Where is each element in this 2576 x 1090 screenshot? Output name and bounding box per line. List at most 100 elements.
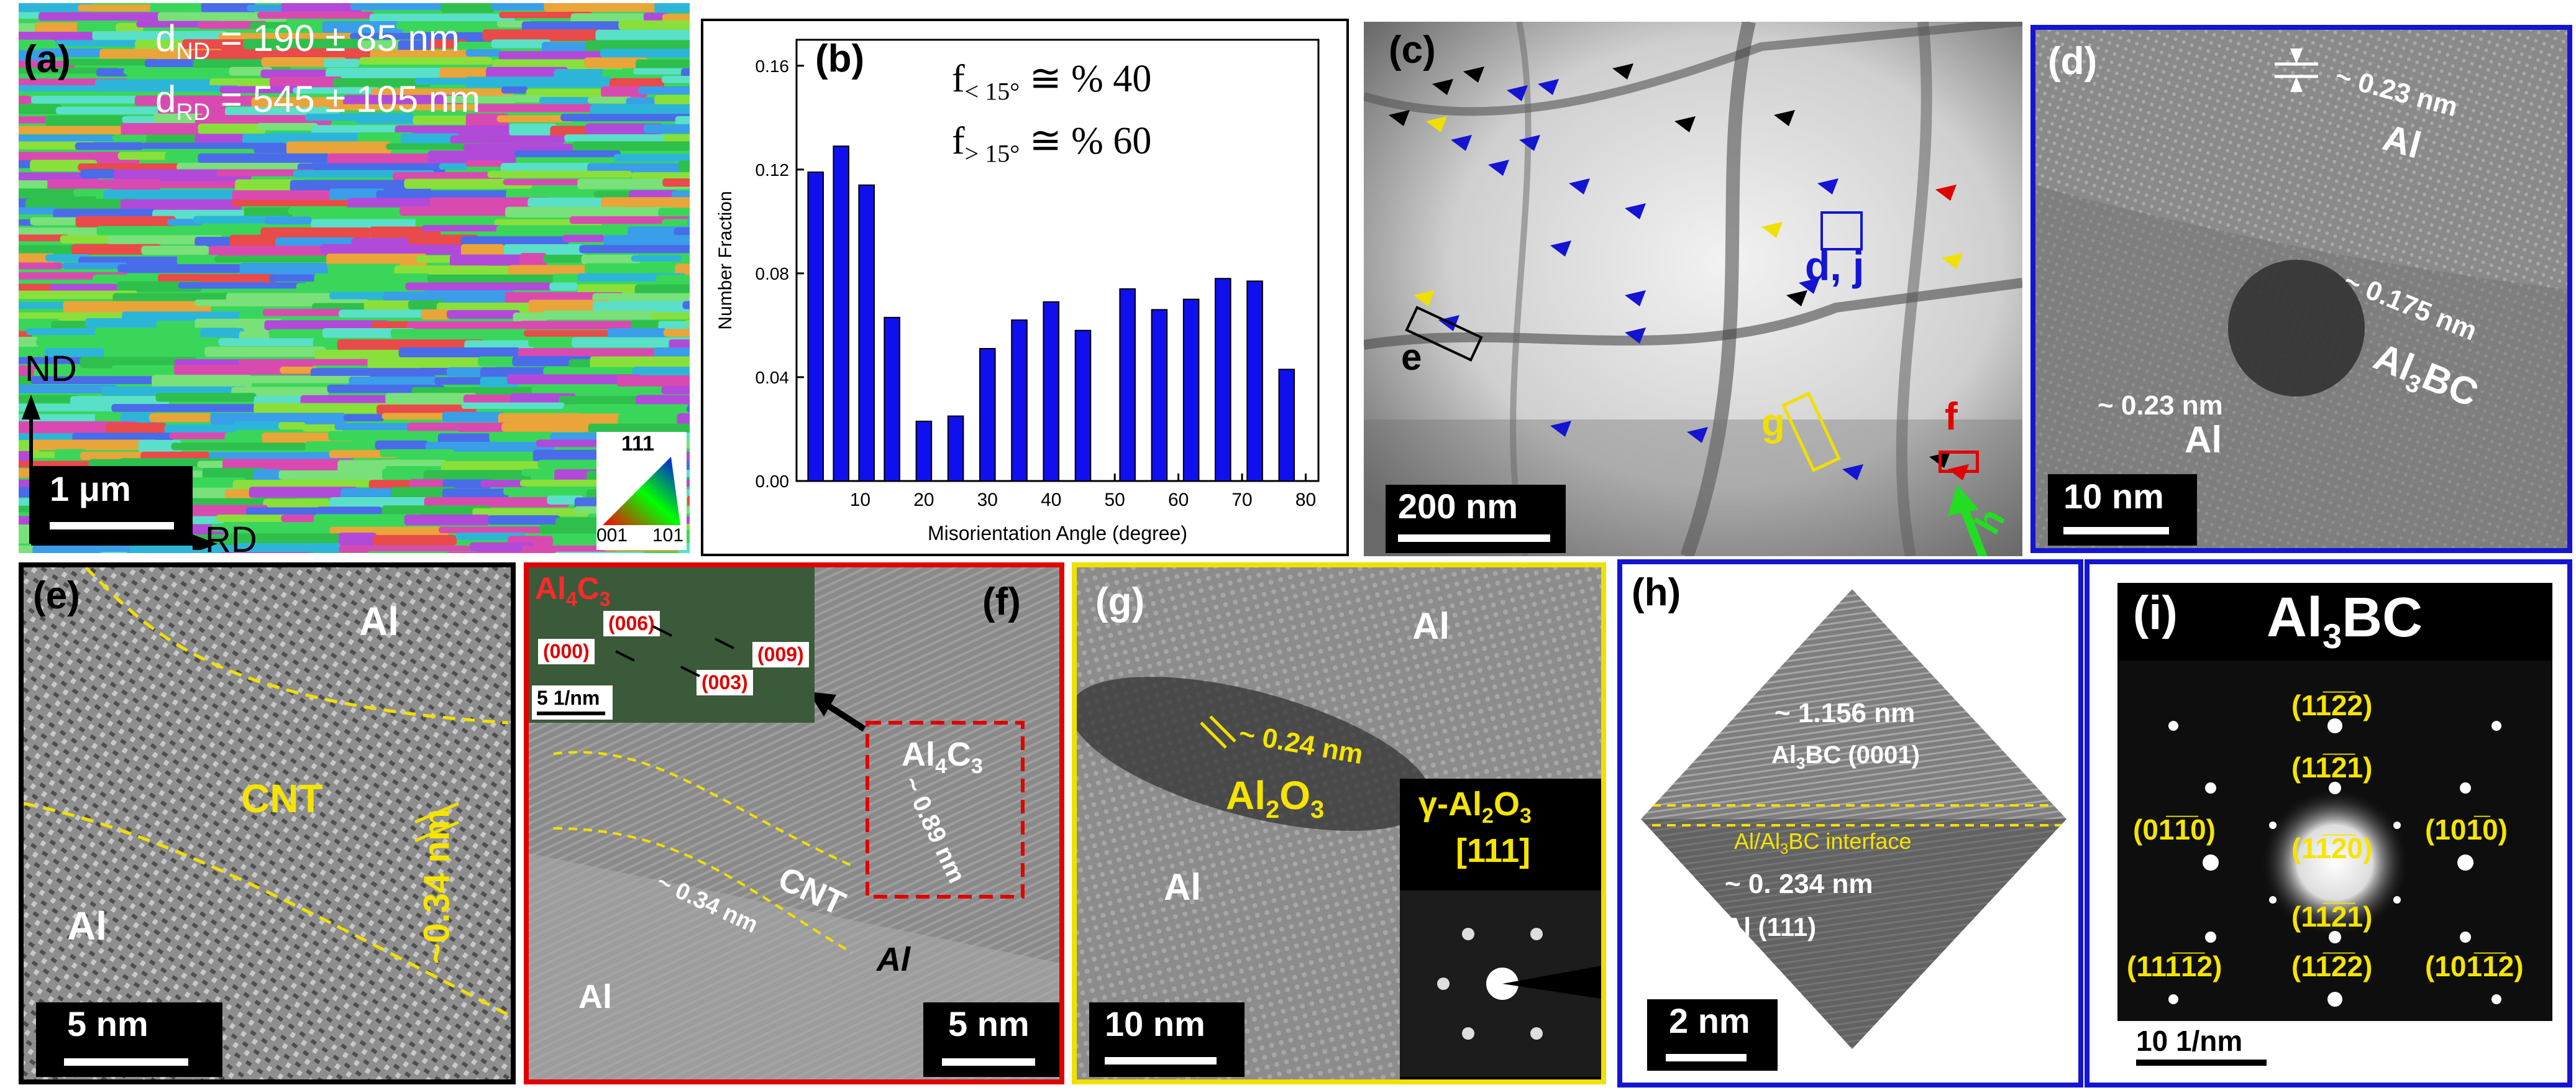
- ebsd-grain: [685, 320, 690, 327]
- x-axis-label: Misorientation Angle (degree): [928, 522, 1187, 544]
- box-label-al4c3: Al4C3: [902, 736, 983, 778]
- ebsd-grain: [372, 534, 457, 546]
- ebsd-grain: [581, 255, 641, 265]
- ebsd-grain: [109, 337, 234, 346]
- bar: [807, 172, 824, 482]
- x-tick-label: 70: [1231, 490, 1252, 510]
- region-e-label: e: [1401, 336, 1422, 378]
- ebsd-grain: [398, 40, 431, 52]
- region-d-j-box: [1820, 211, 1863, 250]
- ebsd-grain: [264, 216, 312, 224]
- ebsd-grain: [173, 365, 314, 375]
- ebsd-grain: [376, 190, 519, 199]
- spacing-marker-icon: [2275, 48, 2318, 92]
- ebsd-grain: [19, 290, 138, 300]
- ebsd-grain: [322, 21, 403, 33]
- ebsd-grain: [554, 551, 645, 553]
- ebsd-grain: [375, 440, 429, 450]
- ebsd-grain: [405, 244, 477, 255]
- scale-bar-f: 5 nm: [923, 1002, 1059, 1077]
- panel-d-label: (d): [2048, 40, 2098, 83]
- y-axis-label: Number Fraction: [715, 191, 736, 329]
- bar: [1043, 301, 1060, 482]
- al-spacing-left: ~ 0.23 nm: [2098, 390, 2223, 421]
- ebsd-grain: [80, 169, 116, 179]
- fraction-high-angle: f> 15° ≅ % 60: [952, 120, 1152, 168]
- ebsd-grain: [176, 255, 221, 266]
- ebsd-grain: [329, 104, 476, 111]
- feature-arrow-icon: [1414, 290, 1435, 306]
- ebsd-grain: [687, 216, 690, 227]
- ebsd-grain: [392, 172, 502, 181]
- ebsd-grain: [171, 442, 307, 451]
- scale-bar-g: 10 nm: [1089, 1002, 1245, 1077]
- ebsd-grain: [231, 199, 355, 206]
- ebsd-grain: [678, 160, 690, 173]
- scale-bar-i: 10 1/nm: [2117, 1021, 2552, 1074]
- ebsd-grain: [281, 515, 317, 523]
- y-tick-label: 0.12: [756, 160, 790, 180]
- ebsd-grain: [439, 67, 496, 80]
- ebsd-grain: [305, 441, 377, 451]
- ebsd-grain: [368, 480, 416, 490]
- ebsd-grain: [158, 12, 287, 22]
- feature-arrow-icon: [1432, 79, 1453, 95]
- region-f-label: f: [1945, 395, 1958, 438]
- ebsd-grain: [390, 329, 529, 338]
- ebsd-grain: [588, 423, 690, 433]
- ebsd-grain: [73, 188, 113, 197]
- ebsd-grain: [200, 327, 244, 340]
- y-tick-label: 0.00: [756, 472, 790, 491]
- ebsd-grain: [253, 143, 297, 153]
- ebsd-grain: [528, 300, 611, 313]
- panel-g-alumina: (g) Al ~ 0.24 nm Al2O3 Al γ-Al2O3 [111] …: [1072, 562, 1606, 1084]
- feature-arrow-icon: [1612, 63, 1633, 80]
- al-phase-left-g: Al: [1164, 866, 1201, 908]
- ebsd-grain: [249, 22, 295, 29]
- ebsd-grain: [328, 431, 460, 441]
- feature-arrow-icon: [1774, 110, 1795, 126]
- ebsd-grain: [521, 21, 621, 31]
- al-phase-bottom-e: Al: [67, 904, 107, 948]
- feature-arrow-icon: [1550, 240, 1571, 257]
- ebsd-grain: [25, 327, 107, 336]
- ebsd-grain: [257, 122, 318, 131]
- ebsd-grain: [488, 515, 560, 525]
- ebsd-grain: [465, 160, 504, 167]
- spot-label-top1: (11̅2̅2): [2291, 689, 2373, 721]
- ebsd-grain: [523, 330, 632, 337]
- spot-label-bot2: (11̅2̅2): [2291, 950, 2373, 982]
- ebsd-grain: [202, 467, 265, 480]
- ebsd-grain: [662, 178, 690, 187]
- ebsd-grain: [204, 346, 326, 357]
- ebsd-grain: [314, 514, 423, 526]
- spot-label-left: (01̅1̅0): [2133, 813, 2216, 846]
- ebsd-grain: [391, 487, 457, 500]
- saed-title-bar: Al3BC: [2117, 583, 2552, 661]
- ebsd-grain: [658, 208, 690, 218]
- ebsd-grain: [631, 255, 685, 262]
- bar: [858, 184, 875, 482]
- ebsd-grain: [460, 236, 569, 245]
- ebsd-grain: [491, 39, 551, 48]
- region-g-label: g: [1761, 401, 1785, 444]
- ebsd-grain: [320, 244, 420, 254]
- ebsd-grain: [434, 377, 486, 385]
- ebsd-grain: [229, 234, 285, 247]
- ebsd-grain: [677, 413, 690, 427]
- interface-label-h: Al/Al3BC interface: [1734, 828, 1912, 858]
- feature-arrow-icon: [1550, 421, 1571, 437]
- ebsd-grain: [30, 217, 81, 226]
- ebsd-grain: [216, 169, 316, 176]
- grain-size-nd: dND = 190 ± 85 nm: [155, 17, 460, 65]
- al3bc-plane-h: Al3BC (0001): [1771, 741, 1920, 772]
- ebsd-grain: [654, 3, 690, 13]
- ebsd-grain: [232, 190, 331, 203]
- ebsd-grain: [19, 302, 70, 309]
- ebsd-grain: [613, 153, 690, 162]
- ebsd-grain: [38, 12, 182, 21]
- ebsd-grain: [380, 459, 447, 467]
- ebsd-grain: [687, 495, 690, 506]
- ebsd-grain: [269, 76, 342, 89]
- ebsd-grain: [519, 253, 547, 267]
